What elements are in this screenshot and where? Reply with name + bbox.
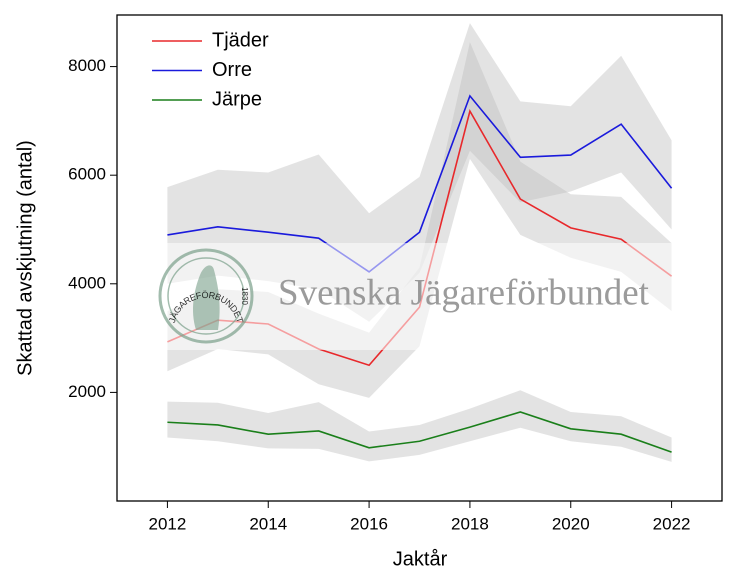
y-tick-label: 6000 — [68, 165, 106, 184]
x-tick-label: 2020 — [552, 514, 590, 533]
x-tick-label: 2012 — [149, 514, 187, 533]
y-tick-label: 8000 — [68, 56, 106, 75]
watermark-band — [150, 243, 745, 350]
logo-year: 1830 — [240, 287, 249, 305]
watermark: Svenska Jägareförbundet — [278, 272, 650, 313]
confidence-band — [167, 390, 672, 462]
x-tick-label: 2022 — [653, 514, 691, 533]
x-axis-label: Jaktår — [393, 548, 448, 570]
y-tick-label: 2000 — [68, 382, 106, 401]
y-tick-label: 4000 — [68, 273, 106, 292]
plot-frame — [116, 14, 723, 502]
y-axis-label: Skattad avskjutning (antal) — [14, 140, 36, 376]
x-tick-label: 2016 — [350, 514, 388, 533]
logo-ring — [158, 248, 254, 344]
series-line — [167, 94, 673, 273]
legend-label: Järpe — [212, 88, 262, 110]
logo-bird — [193, 265, 220, 330]
x-tick-label: 2018 — [451, 514, 489, 533]
x-tick-label: 2014 — [249, 514, 287, 533]
legend-label: Orre — [212, 59, 252, 81]
legend-label: Tjäder — [212, 29, 269, 51]
logo-inner-ring — [167, 257, 245, 335]
series-line — [167, 411, 672, 453]
